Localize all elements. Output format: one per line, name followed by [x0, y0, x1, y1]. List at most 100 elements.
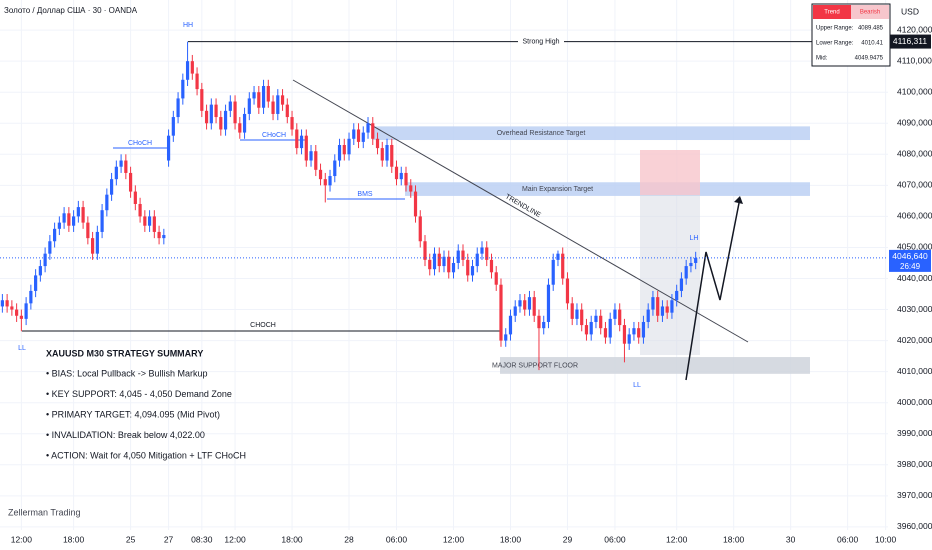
candle-body: [43, 253, 47, 267]
candle-body: [195, 73, 199, 90]
strong-high-price: 4116,311: [893, 36, 927, 46]
candle-body: [694, 257, 698, 263]
candle-body: [352, 129, 356, 139]
table-header: [813, 5, 851, 19]
annotation: LH: [690, 235, 699, 242]
x-tick-label: 12:00: [224, 534, 246, 544]
candle-body: [48, 241, 52, 254]
y-tick-label: 4010,000: [897, 366, 932, 376]
candle-body: [679, 278, 684, 291]
candle-body: [81, 207, 85, 223]
candle-body: [242, 113, 247, 133]
candle-body: [580, 309, 584, 326]
x-tick-label: 12:00: [443, 534, 465, 544]
candle-body: [594, 315, 598, 322]
last-price-box: [889, 249, 931, 272]
y-tick-label: 4110,000: [897, 55, 932, 65]
x-tick-label: 18:00: [281, 534, 303, 544]
candle-body: [19, 315, 23, 319]
candle-body: [67, 213, 71, 226]
zone-label: Main Expansion Target: [522, 186, 593, 193]
candle-body: [152, 216, 156, 232]
annotation: LL: [18, 345, 26, 352]
strong-high-price-box: [889, 34, 931, 49]
arrow-head: [734, 196, 743, 204]
candle-body: [228, 101, 232, 111]
candle-body: [266, 86, 270, 102]
y-tick-label: 3960,000: [897, 521, 932, 531]
candle-body: [86, 222, 90, 239]
candle-body: [90, 238, 95, 254]
annotation: CHoCH: [262, 132, 286, 139]
candle-body: [390, 144, 394, 167]
x-tick-label: 12:00: [11, 534, 33, 544]
x-tick-label: 06:00: [386, 534, 408, 544]
candle-body: [304, 135, 308, 161]
last-price: 4046,640: [892, 251, 928, 261]
candle-body: [409, 185, 413, 192]
table-cell: 4010.41: [861, 41, 883, 47]
candle-body: [276, 95, 280, 114]
candle-body: [404, 172, 408, 186]
y-tick-label: 3980,000: [897, 459, 932, 469]
candle-body: [105, 194, 109, 211]
projection-arrow: [685, 197, 741, 381]
candle-body: [29, 290, 33, 304]
x-tick-label: 25: [126, 534, 136, 544]
candle-body: [423, 241, 427, 260]
candle-body: [665, 306, 669, 313]
candle-body: [513, 306, 517, 316]
annotation: BMS: [357, 191, 373, 198]
candle-body: [399, 172, 403, 180]
candle-body: [485, 247, 489, 260]
x-tick-label: 06:00: [604, 534, 626, 544]
candle-body: [247, 98, 251, 114]
projection-risk: [640, 150, 700, 195]
candle-body: [128, 172, 133, 192]
candle-body: [252, 92, 256, 99]
candle-body: [328, 176, 332, 186]
candle-body: [257, 92, 261, 108]
zone-label: Overhead Resistance Target: [497, 130, 586, 137]
candle-body: [62, 213, 66, 223]
candle-body: [380, 148, 384, 161]
candle-body: [238, 123, 242, 133]
candle-body: [147, 216, 152, 226]
candle-body: [480, 247, 484, 254]
candle-body: [418, 216, 422, 242]
candle-body: [504, 334, 508, 341]
candle-body: [518, 300, 522, 307]
candle-body: [138, 203, 142, 217]
table-header: [851, 5, 889, 19]
x-tick-label: 27: [164, 534, 174, 544]
y-tick-label: 4050,000: [897, 242, 932, 252]
candle-body: [109, 179, 114, 195]
candle-body: [632, 328, 636, 335]
candle-body: [499, 284, 503, 341]
candle-body: [618, 309, 622, 326]
candle-body: [0, 300, 4, 307]
y-tick-label: 3990,000: [897, 428, 932, 438]
x-tick-label: 06:00: [837, 534, 859, 544]
candle-body: [437, 253, 441, 267]
symbol-title: Золото / Доллар США · 30 · OANDA: [4, 6, 138, 15]
candle-body: [271, 101, 275, 114]
candle-body: [53, 228, 57, 242]
annotation: CHoCH: [128, 140, 152, 147]
candle-body: [76, 207, 80, 217]
candle-body: [233, 101, 237, 124]
candle-body: [475, 253, 479, 267]
candle-body: [34, 275, 38, 291]
candle-body: [589, 321, 593, 335]
candle-body: [546, 284, 551, 322]
candle-body: [542, 321, 546, 329]
candle-body: [413, 191, 418, 217]
candle-body: [684, 266, 688, 279]
candle-body: [456, 250, 460, 263]
candle-body: [651, 297, 655, 310]
candle-body: [223, 110, 228, 130]
candle-body: [385, 144, 389, 161]
candle-body: [356, 129, 361, 142]
